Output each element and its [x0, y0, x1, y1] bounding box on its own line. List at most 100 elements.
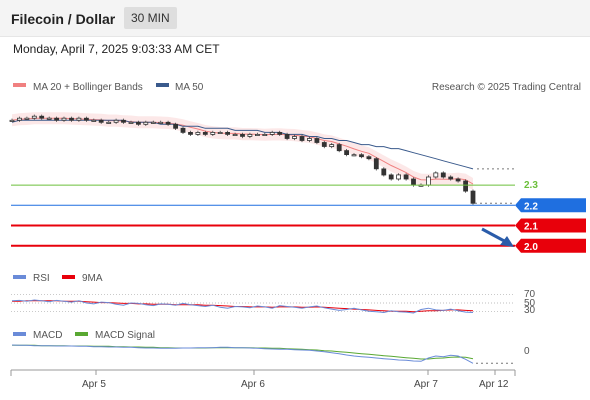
candle-body — [269, 131, 275, 135]
candle-body — [61, 117, 67, 121]
candle-body — [69, 117, 74, 121]
candle-body — [373, 158, 379, 170]
macd-tick-0: 0 — [524, 346, 530, 357]
candle-body — [292, 136, 297, 139]
legend-swatch-rsi — [13, 275, 26, 279]
legend-macd-signal: MACD Signal — [95, 330, 155, 341]
candle-body — [247, 133, 253, 137]
candle-body — [262, 133, 268, 136]
candle-body — [180, 127, 186, 133]
candle-body — [448, 176, 454, 180]
candle-body — [98, 119, 104, 123]
candle-body — [106, 121, 112, 124]
candle-body — [403, 174, 409, 180]
candle-body — [336, 144, 342, 152]
rsi-ma-line — [12, 300, 474, 313]
candle-body — [158, 121, 164, 124]
level-label-current: 2.2 — [524, 201, 538, 212]
candle-body — [143, 121, 149, 125]
chart-header: Filecoin / Dollar 30 MIN — [0, 0, 590, 37]
level-label-support: 2.1 — [524, 222, 538, 233]
level-tag-support — [515, 218, 586, 233]
candle-body — [366, 156, 372, 160]
candle-body — [173, 123, 179, 129]
candle-body — [284, 133, 290, 139]
candle-body — [440, 172, 446, 178]
ma50-line — [11, 119, 474, 170]
candle-body — [202, 131, 208, 135]
candle-body — [128, 121, 134, 124]
rsi-tick-70: 70 — [524, 289, 536, 300]
candle-body — [455, 178, 461, 182]
candle-body — [84, 117, 89, 121]
candle-body — [232, 133, 238, 136]
candle-body — [225, 131, 231, 135]
candle-body — [46, 117, 52, 120]
legend-swatch-bollinger — [13, 83, 26, 87]
candle-body — [314, 138, 320, 143]
candle-body — [329, 144, 335, 148]
candle-body — [321, 142, 327, 147]
candle-body — [470, 190, 476, 204]
level-tag-current — [515, 198, 586, 213]
candle-body — [91, 119, 97, 122]
candle-body — [388, 174, 394, 180]
candle-body — [210, 131, 216, 135]
x-tick-apr12: Apr 12 — [479, 379, 509, 390]
legend-rsi: RSI — [33, 273, 50, 284]
x-tick-apr6: Apr 6 — [241, 379, 265, 390]
rsi-line — [11, 299, 474, 314]
legend-swatch-macd-signal — [75, 332, 88, 336]
rsi-tick-50: 50 — [524, 298, 536, 309]
macd-panel — [11, 344, 515, 364]
credit-label: Research © 2025 Trading Central — [432, 82, 581, 93]
rsi-tick-30: 30 — [524, 305, 536, 316]
candle-body — [54, 117, 59, 121]
candle-body — [9, 119, 15, 122]
datetime-label: Monday, April 7, 2025 9:03:33 AM CET — [13, 42, 220, 56]
interval-button[interactable]: 30 MIN — [124, 7, 177, 29]
macd-line — [11, 344, 474, 364]
candle-body — [351, 154, 357, 157]
candle-body — [188, 131, 193, 135]
candle-body — [39, 115, 45, 119]
candle-body — [217, 131, 223, 134]
price-panel: 2.3 2.2 2.1 2.0 — [9, 112, 586, 253]
candle-body — [411, 178, 416, 186]
rsi-panel — [11, 293, 515, 314]
candle-body — [165, 121, 171, 125]
legend-ma50: MA 50 — [175, 82, 204, 93]
candle-body — [135, 121, 141, 125]
candle-body — [16, 117, 22, 121]
candle-body — [359, 154, 364, 158]
x-tick-apr7: Apr 7 — [414, 379, 438, 390]
candle-body — [254, 133, 260, 136]
level-label-support: 2.0 — [524, 242, 538, 253]
chart-title: Filecoin / Dollar — [11, 11, 116, 27]
candle-body — [76, 117, 82, 121]
x-tick-apr5: Apr 5 — [82, 379, 106, 390]
candle-body — [31, 115, 37, 119]
candle-body — [240, 133, 245, 137]
candle-body — [150, 121, 156, 124]
level-label-resistance: 2.3 — [524, 180, 538, 191]
candle-body — [24, 117, 30, 120]
candle-body — [344, 150, 350, 156]
legend-swatch-macd — [13, 332, 26, 336]
legend-bollinger: MA 20 + Bollinger Bands — [33, 82, 143, 93]
legend-swatch-ma50 — [156, 83, 169, 87]
legend-rsi-ma: 9MA — [82, 273, 103, 284]
candle-body — [299, 136, 305, 141]
candle-body — [306, 138, 312, 141]
candle-body — [195, 131, 201, 135]
forecast-arrow-head — [500, 236, 514, 247]
candle-body — [113, 119, 119, 123]
candle-body — [121, 119, 126, 123]
legend-macd: MACD — [33, 330, 62, 341]
level-tag-support — [515, 238, 586, 253]
candle-body — [396, 174, 402, 180]
candle-body — [425, 176, 431, 186]
legend-swatch-rsi-ma — [62, 275, 75, 279]
candle-body — [433, 172, 439, 178]
